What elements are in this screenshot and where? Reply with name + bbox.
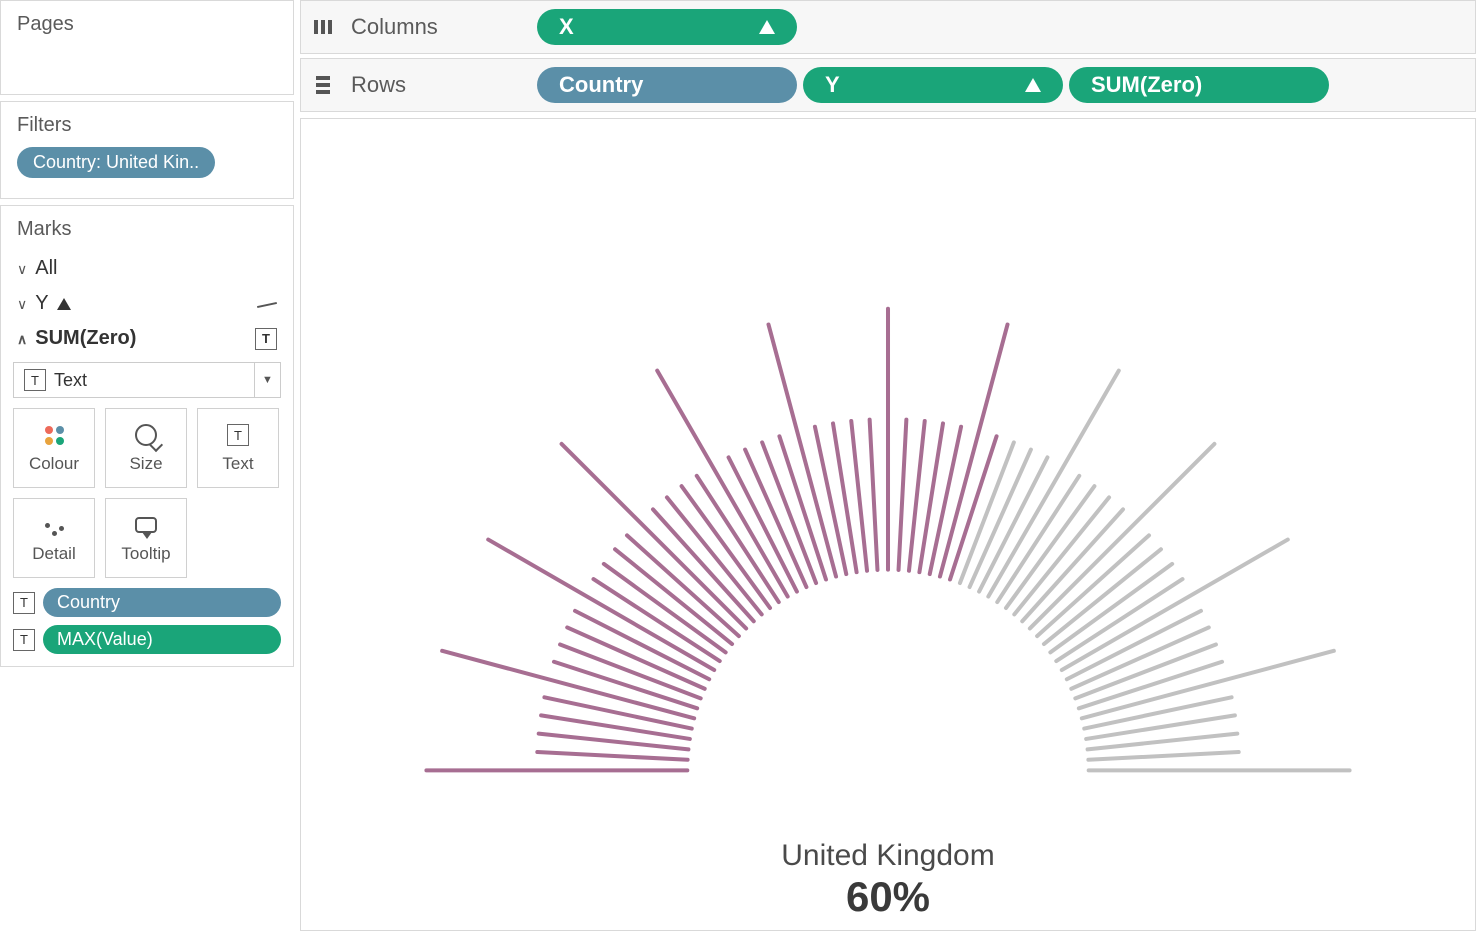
marks-group-sumzero[interactable]: SUM(Zero) T xyxy=(1,321,293,356)
filters-card: Filters Country: United Kin.. xyxy=(0,101,294,199)
shelf-pill-label: SUM(Zero) xyxy=(1091,72,1202,98)
columns-label: Columns xyxy=(351,14,521,40)
shelf-pill[interactable]: Country xyxy=(537,67,797,103)
marks-group-all[interactable]: All xyxy=(1,251,293,286)
mark-colour-button[interactable]: Colour xyxy=(13,408,95,488)
mark-colour-label: Colour xyxy=(29,454,79,474)
line-icon xyxy=(257,298,277,310)
size-icon xyxy=(135,424,157,446)
text-icon: T xyxy=(13,629,35,651)
text-icon: T xyxy=(255,328,277,350)
mark-text-button[interactable]: T Text xyxy=(197,408,279,488)
rows-icon xyxy=(311,76,335,94)
mark-size-label: Size xyxy=(129,454,162,474)
gauge-tick xyxy=(488,540,714,670)
gauge-tick xyxy=(940,325,1008,577)
chevron-down-icon: ▼ xyxy=(254,363,280,397)
mark-tooltip-button[interactable]: Tooltip xyxy=(105,498,187,578)
pages-title: Pages xyxy=(1,1,293,46)
gauge-tick xyxy=(988,371,1118,597)
viz-area: United Kingdom 60% xyxy=(300,118,1476,931)
shelf-pill[interactable]: X xyxy=(537,9,797,45)
gauge-tick xyxy=(729,457,797,591)
mark-field-row[interactable]: T Country xyxy=(13,588,281,617)
gauge-tick xyxy=(1062,540,1288,670)
shelf-pill[interactable]: Y xyxy=(803,67,1063,103)
gauge-tick xyxy=(575,611,709,679)
detail-icon xyxy=(45,523,64,528)
gauge-tick xyxy=(979,457,1047,591)
mark-tooltip-label: Tooltip xyxy=(121,544,170,564)
gauge-value: 60% xyxy=(781,873,994,921)
mark-detail-button[interactable]: Detail xyxy=(13,498,95,578)
mark-size-button[interactable]: Size xyxy=(105,408,187,488)
mark-detail-label: Detail xyxy=(32,544,75,564)
mark-field-pill[interactable]: Country xyxy=(43,588,281,617)
shelf-pill-label: Country xyxy=(559,72,643,98)
gauge-tick xyxy=(899,420,907,570)
delta-icon xyxy=(57,298,71,310)
text-icon: T xyxy=(13,592,35,614)
filter-pill-country[interactable]: Country: United Kin.. xyxy=(17,147,215,178)
gauge-tick xyxy=(1088,752,1238,760)
mark-text-label: Text xyxy=(222,454,253,474)
delta-icon xyxy=(1025,78,1041,92)
columns-icon xyxy=(311,20,335,34)
marks-sumzero-label: SUM(Zero) xyxy=(35,327,136,350)
gauge-tick xyxy=(1082,651,1334,719)
mark-field-row[interactable]: T MAX(Value) xyxy=(13,625,281,654)
mark-type-value: Text xyxy=(54,370,87,391)
mark-type-select[interactable]: T Text ▼ xyxy=(13,362,281,398)
marks-group-y[interactable]: Y xyxy=(1,286,293,321)
columns-shelf[interactable]: Columns X xyxy=(300,0,1476,54)
shelf-pill-label: X xyxy=(559,14,574,40)
shelf-pill-label: Y xyxy=(825,72,840,98)
pages-card: Pages xyxy=(0,0,294,95)
chevron-down-icon xyxy=(17,292,27,315)
marks-all-label: All xyxy=(35,257,57,280)
delta-icon xyxy=(759,20,775,34)
rows-shelf[interactable]: Rows Country Y SUM(Zero) xyxy=(300,58,1476,112)
gauge-tick xyxy=(537,752,687,760)
chevron-up-icon xyxy=(17,327,27,350)
chevron-down-icon xyxy=(17,257,27,280)
marks-card: Marks All Y SUM(Zero) T T Text ▼ xyxy=(0,205,294,667)
gauge-tick xyxy=(870,420,878,570)
gauge-tick xyxy=(657,371,787,597)
gauge-tick xyxy=(768,325,836,577)
mark-field-pill[interactable]: MAX(Value) xyxy=(43,625,281,654)
gauge-label: United Kingdom 60% xyxy=(781,839,994,921)
shelf-pill[interactable]: SUM(Zero) xyxy=(1069,67,1329,103)
text-icon: T xyxy=(227,424,249,446)
marks-y-label: Y xyxy=(35,292,48,315)
colour-icon xyxy=(45,426,64,445)
rows-label: Rows xyxy=(351,72,521,98)
gauge-country: United Kingdom xyxy=(781,839,994,873)
filters-title: Filters xyxy=(1,102,293,147)
marks-title: Marks xyxy=(1,206,293,251)
gauge-chart xyxy=(301,119,1475,930)
text-icon: T xyxy=(24,369,46,391)
pages-dropzone[interactable] xyxy=(1,46,293,94)
tooltip-icon xyxy=(135,517,157,533)
gauge-tick xyxy=(1067,611,1201,679)
gauge-tick xyxy=(442,651,694,719)
